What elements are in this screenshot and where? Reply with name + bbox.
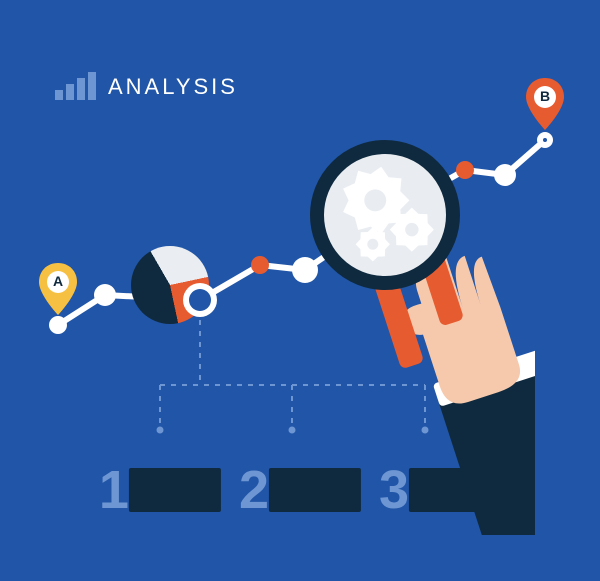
callout-item: 1 [99,463,221,517]
magnifying-glass-icon [310,140,460,290]
chart-node [183,283,217,317]
callout-number: 1 [99,463,129,517]
chart-node [494,164,516,186]
chart-node [49,316,67,334]
map-pin-icon: B [526,78,564,130]
hand-icon [335,255,535,535]
chart-node [94,284,116,306]
chart-node [251,256,269,274]
callout-number: 2 [239,463,269,517]
gears-icon [324,154,446,276]
chart-node [537,132,553,148]
map-pin-icon: A [39,263,77,315]
magnifier-ring [310,140,460,290]
infographic-canvas: ANALYSIS A B 1 2 3 [0,0,600,581]
callout-bar [129,468,221,512]
